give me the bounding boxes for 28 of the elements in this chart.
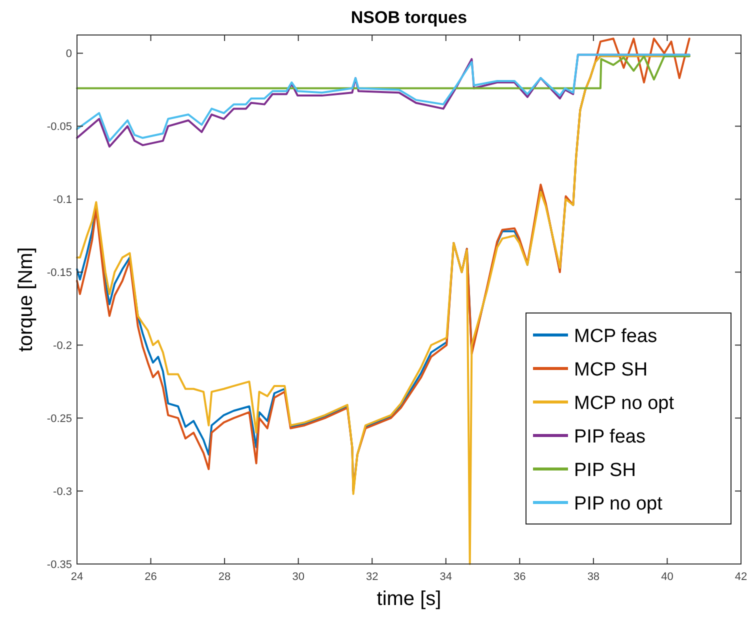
x-tick-label: 34 — [440, 571, 452, 583]
x-tick-label: 36 — [514, 571, 526, 583]
x-tick-label: 28 — [218, 571, 231, 583]
y-axis-title: torque [Nm] — [15, 247, 37, 352]
line-series — [76, 55, 690, 90]
x-tick-label: 40 — [661, 571, 674, 583]
x-tick-label: 24 — [70, 571, 84, 583]
legend-label: PIP feas — [574, 426, 646, 448]
x-tick-label: 38 — [587, 571, 600, 583]
y-tick-label: -0.1 — [53, 194, 72, 206]
x-tick-label: 30 — [292, 571, 304, 583]
y-tick-label: -0.3 — [53, 486, 72, 498]
legend-label: MCP no opt — [574, 393, 675, 414]
legend-label: MCP feas — [574, 326, 658, 347]
legend-label: PIP no opt — [574, 494, 664, 514]
x-tick-label: 42 — [734, 571, 748, 583]
x-axis-title: time [s] — [376, 588, 442, 610]
y-tick-label: -0.15 — [46, 267, 72, 280]
x-tick-label: 26 — [144, 571, 157, 583]
y-tick-label: 0 — [66, 48, 72, 60]
x-tick-label: 32 — [366, 571, 378, 583]
y-tick-label: -0.2 — [53, 340, 72, 352]
legend-label: MCP SH — [574, 360, 648, 380]
chart-title: NSOB torques — [350, 8, 468, 27]
y-tick-label: -0.25 — [46, 413, 72, 426]
legend-label: PIP SH — [574, 460, 636, 481]
y-tick-label: -0.35 — [46, 559, 72, 571]
y-tick-label: -0.05 — [46, 121, 72, 134]
